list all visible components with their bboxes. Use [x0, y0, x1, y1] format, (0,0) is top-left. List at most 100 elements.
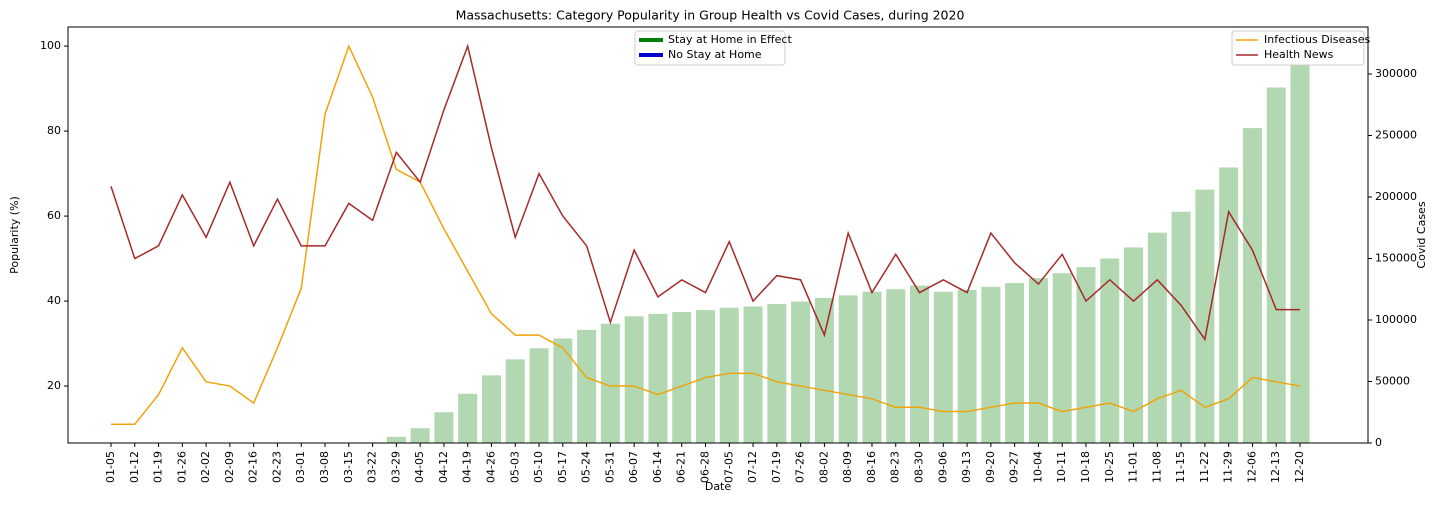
line [111, 44, 1301, 426]
bar [1100, 258, 1120, 443]
x-tick-label: 04-19 [461, 451, 474, 483]
bar [410, 428, 430, 443]
x-tick-label: 09-06 [936, 451, 949, 483]
x-tick-label: 05-10 [532, 451, 545, 483]
x-tick-label: 04-12 [437, 451, 450, 483]
x-tick-label: 08-23 [889, 451, 902, 483]
x-tick-label: 07-19 [770, 451, 783, 483]
x-tick-label: 03-08 [318, 451, 331, 483]
bar [743, 306, 763, 443]
x-tick-label: 01-26 [175, 451, 188, 483]
x-tick-label: 10-11 [1055, 451, 1068, 483]
bar [624, 316, 644, 443]
x-tick-label: 07-26 [794, 451, 807, 483]
y2-tick-label: 50000 [1375, 374, 1410, 387]
y-tick-label: 80 [47, 124, 61, 137]
x-tick-label: 09-27 [1008, 451, 1021, 483]
x-tick-label: 04-05 [413, 451, 426, 483]
bar [553, 338, 573, 443]
x-tick-label: 04-26 [484, 451, 497, 483]
x-tick-label: 06-28 [699, 451, 712, 483]
y-tick-label: 40 [47, 294, 61, 307]
x-tick-label: 03-29 [389, 451, 402, 483]
legend-label: Health News [1264, 48, 1334, 61]
x-tick-label: 12-13 [1269, 451, 1282, 483]
y2-axis-label: Covid Cases [1415, 201, 1428, 268]
bar [838, 295, 858, 443]
x-tick-label: 09-20 [984, 451, 997, 483]
x-tick-label: 11-22 [1198, 451, 1211, 483]
x-tick-label: 01-12 [128, 451, 141, 483]
legend-box [634, 30, 786, 66]
x-tick-label: 10-18 [1079, 451, 1092, 483]
x-tick-label: 11-08 [1150, 451, 1163, 483]
bar [1266, 87, 1286, 443]
x-tick-label: 12-06 [1245, 451, 1258, 483]
x-tick-label: 06-21 [675, 451, 688, 483]
x-tick-label: 02-09 [223, 451, 236, 483]
bar [1242, 128, 1262, 443]
y2-tick-label: 200000 [1375, 190, 1417, 203]
x-tick-label: 06-07 [627, 451, 640, 483]
legend: Infectious Diseases Health News [1231, 30, 1370, 66]
bar [695, 310, 716, 443]
plot-frame [67, 26, 1369, 444]
bar [767, 304, 787, 443]
legend-box [1231, 30, 1365, 66]
bar [1290, 46, 1310, 444]
legend: Stay at Home in Effect No Stay at Home [634, 30, 792, 66]
bar [910, 285, 930, 443]
y2-tick-label: 300000 [1375, 67, 1417, 80]
bar [814, 297, 834, 443]
x-tick-label: 03-15 [342, 451, 355, 483]
x-tick-label: 05-31 [603, 451, 616, 483]
bar [458, 393, 478, 443]
x-tick-label: 05-17 [556, 451, 569, 483]
x-tick-label: 10-25 [1103, 451, 1116, 483]
bar [1147, 232, 1167, 443]
bar [577, 329, 597, 443]
y-tick-label: 60 [47, 209, 61, 222]
x-tick-label: 01-19 [152, 451, 165, 483]
bar [1195, 189, 1215, 443]
bar [648, 313, 668, 443]
x-tick-label: 08-09 [841, 451, 854, 483]
x-tick-label: 05-24 [580, 451, 593, 483]
bar [481, 375, 501, 443]
legend-label: Infectious Diseases [1264, 33, 1370, 46]
bar [600, 323, 620, 443]
x-tick-label: 07-05 [722, 451, 735, 483]
bar [672, 312, 692, 443]
y2-tick-label: 150000 [1375, 251, 1417, 264]
bar [862, 291, 882, 443]
x-tick-label: 11-01 [1127, 451, 1140, 483]
bar [529, 348, 549, 443]
bar [1028, 278, 1048, 443]
bar [719, 307, 739, 443]
y2-tick-label: 0 [1375, 436, 1382, 449]
line [110, 43, 1300, 342]
bar [933, 291, 953, 443]
bar [1005, 283, 1025, 443]
x-tick-label: 09-13 [960, 451, 973, 483]
y-axis-label: Popularity (%) [8, 196, 21, 274]
chart-title: Massachusetts: Category Popularity in Gr… [456, 8, 965, 23]
x-tick-label: 03-01 [294, 451, 307, 483]
x-tick-label: 11-29 [1222, 451, 1235, 483]
x-tick-label: 08-30 [913, 451, 926, 483]
x-tick-label: 02-02 [199, 451, 212, 483]
x-tick-label: 03-22 [366, 451, 379, 483]
x-tick-label: 02-23 [270, 451, 283, 483]
x-axis-label: Date [705, 480, 732, 493]
x-tick-label: 07-12 [746, 451, 759, 483]
y-tick-label: 100 [40, 39, 61, 52]
x-tick-label: 01-05 [104, 451, 117, 483]
y2-tick-label: 250000 [1375, 128, 1417, 141]
bar [1171, 211, 1191, 443]
bar [791, 301, 811, 443]
bar [957, 289, 977, 443]
bar [505, 359, 525, 443]
bar [1124, 247, 1144, 443]
x-tick-label: 05-03 [508, 451, 521, 483]
